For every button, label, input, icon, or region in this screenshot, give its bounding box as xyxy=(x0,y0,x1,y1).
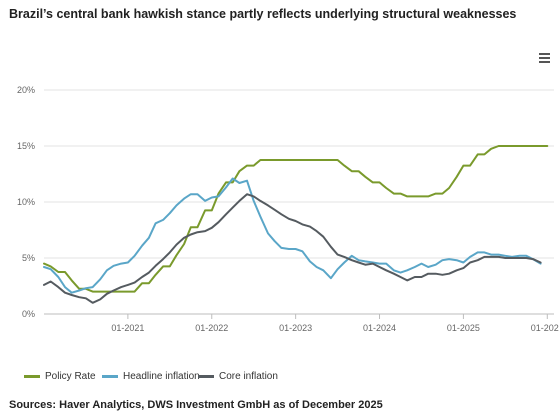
policy-rate-line[interactable] xyxy=(43,145,549,293)
chart-title: Brazil’s central bank hawkish stance par… xyxy=(9,7,517,21)
line-chart: 0%5%10%15%20% 01-2021 01-2022 01-2023 01-20… xyxy=(17,85,559,333)
y-tick-label: 10% xyxy=(17,197,35,207)
x-tick-label: 01-2025 xyxy=(447,323,480,333)
legend-item-policy-rate[interactable]: Policy Rate xyxy=(24,371,96,382)
x-tick-label: 01-2024 xyxy=(363,323,396,333)
legend-swatch xyxy=(102,375,118,378)
y-tick-label: 0% xyxy=(22,309,35,319)
y-axis-ticks: 0% 5% 10% 15% 20% xyxy=(17,85,35,319)
headline-inflation-line[interactable] xyxy=(43,177,542,294)
series-lines xyxy=(43,145,549,304)
chart-legend: Policy Rate Headline inflation Core infl… xyxy=(0,371,559,385)
hamburger-menu-icon[interactable] xyxy=(539,53,550,63)
x-tick-label: 01-2023 xyxy=(279,323,312,333)
legend-label: Headline inflation xyxy=(123,371,200,382)
y-tick-label: 20% xyxy=(17,85,35,95)
x-tick-label: 01-2026 xyxy=(531,323,559,333)
x-axis: 01-2021 01-2022 01-2023 01-2024 01-2025 01-20… xyxy=(111,314,559,333)
source-note: Sources: Haver Analytics, DWS Investment… xyxy=(9,399,383,411)
legend-swatch xyxy=(24,375,40,378)
grid-lines xyxy=(44,89,554,315)
x-tick-label: 01-2022 xyxy=(195,323,228,333)
legend-item-core-inflation[interactable]: Core inflation xyxy=(198,371,278,382)
core-inflation-line[interactable] xyxy=(43,193,542,304)
y-tick-label: 15% xyxy=(17,141,35,151)
x-tick-label: 01-2021 xyxy=(111,323,144,333)
y-tick-label: 5% xyxy=(22,253,35,263)
legend-label: Policy Rate xyxy=(45,371,96,382)
legend-item-headline-inflation[interactable]: Headline inflation xyxy=(102,371,200,382)
legend-label: Core inflation xyxy=(219,371,278,382)
legend-swatch xyxy=(198,375,214,378)
